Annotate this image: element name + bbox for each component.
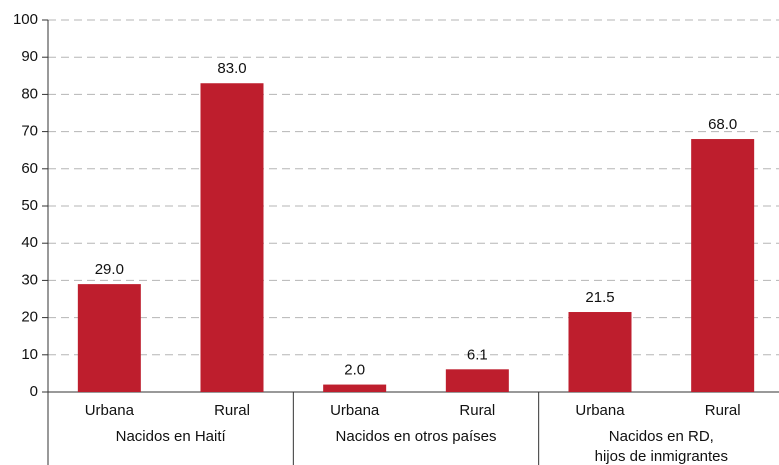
x-tick-label: Urbana: [330, 402, 380, 419]
bar: [77, 284, 141, 392]
group-label: Nacidos en Haití: [116, 428, 227, 445]
y-tick-label: 60: [21, 160, 38, 177]
y-tick-label: 80: [21, 85, 38, 102]
value-label: 68.0: [708, 116, 737, 133]
value-label: 83.0: [217, 60, 246, 77]
x-tick-label: Urbana: [85, 402, 135, 419]
y-tick-label: 10: [21, 346, 38, 363]
group-label: hijos de inmigrantes: [595, 448, 728, 465]
value-label: 29.0: [95, 261, 124, 278]
bar: [200, 83, 264, 393]
y-tick-label: 70: [21, 123, 38, 140]
x-tick-label: Rural: [214, 402, 250, 419]
value-label: 2.0: [344, 362, 365, 379]
group-label: Nacidos en RD,: [609, 428, 714, 445]
y-tick-label: 30: [21, 271, 38, 288]
bar: [323, 384, 387, 392]
y-tick-label: 100: [13, 11, 38, 28]
x-tick-label: Rural: [459, 402, 495, 419]
y-tick-label: 0: [30, 383, 38, 400]
bar: [445, 369, 509, 392]
value-label: 6.1: [467, 346, 488, 363]
y-tick-label: 90: [21, 48, 38, 65]
x-tick-label: Urbana: [575, 402, 625, 419]
y-tick-label: 50: [21, 197, 38, 214]
value-label: 21.5: [585, 289, 614, 306]
group-label: Nacidos en otros países: [336, 428, 497, 445]
bar: [568, 312, 632, 392]
y-tick-label: 20: [21, 309, 38, 326]
x-tick-label: Rural: [705, 402, 741, 419]
y-tick-label: 40: [21, 234, 38, 251]
bar: [691, 139, 755, 392]
